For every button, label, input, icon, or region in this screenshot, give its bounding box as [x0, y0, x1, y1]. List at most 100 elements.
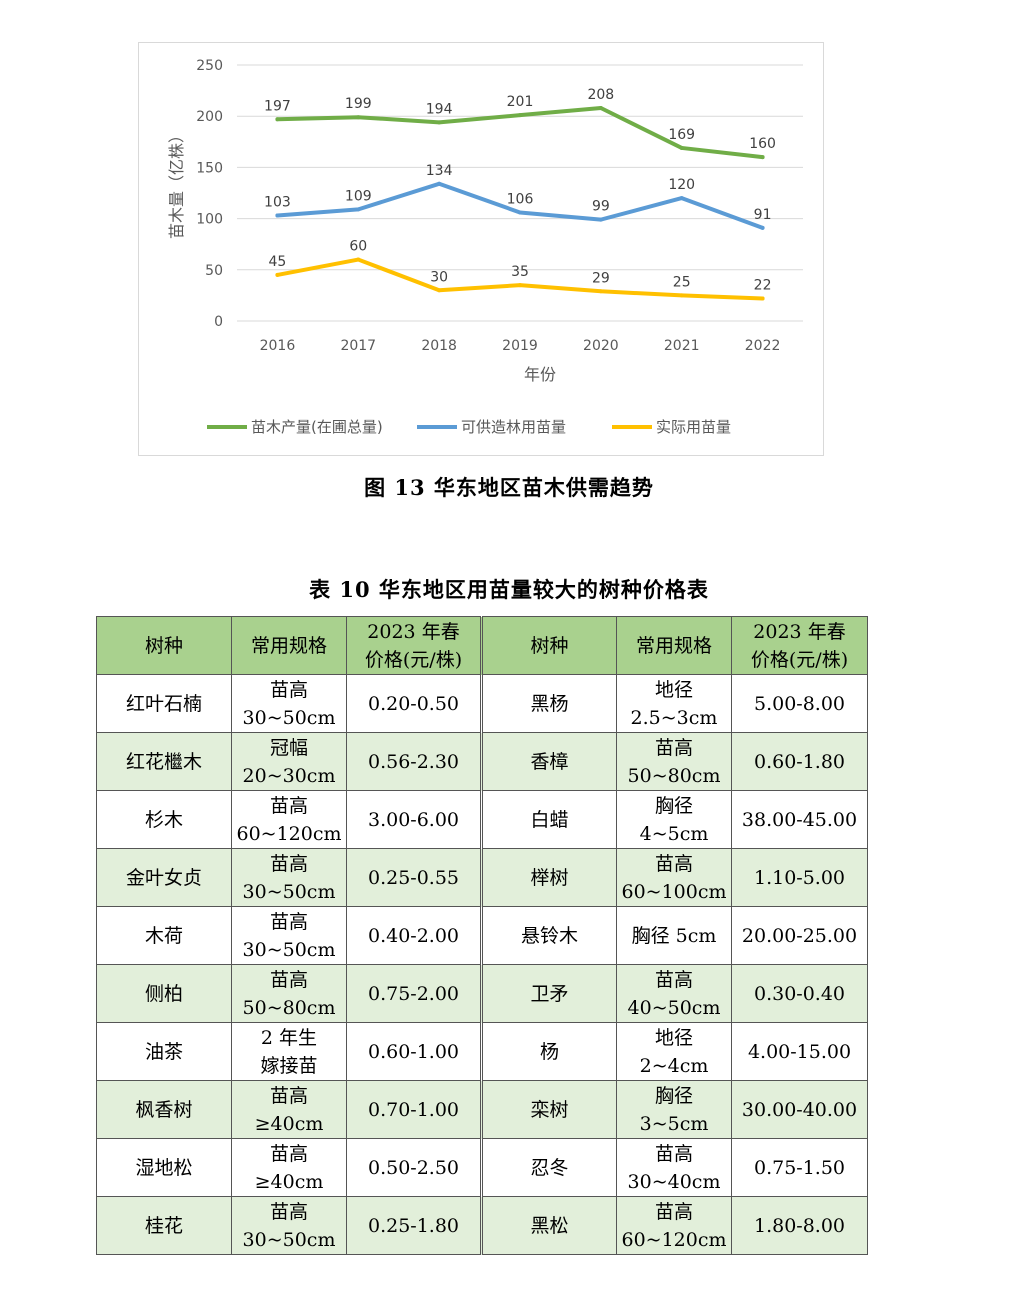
- table-cell: 5.00-8.00: [731, 674, 868, 733]
- table-cell: 1.80-8.00: [731, 1196, 868, 1255]
- table-cell: 地径 2~4cm: [616, 1022, 732, 1081]
- data-label: 120: [668, 177, 695, 193]
- table-cell: 地径 2.5~3cm: [616, 674, 732, 733]
- data-point: [275, 213, 280, 218]
- data-label: 199: [345, 96, 372, 112]
- column-header: 2023 年春 价格(元/株): [346, 616, 482, 675]
- data-point: [760, 225, 765, 230]
- table-cell: 4.00-15.00: [731, 1022, 868, 1081]
- table-cell: 苗高 30~40cm: [616, 1138, 732, 1197]
- column-header: 树种: [96, 616, 232, 675]
- data-label: 22: [754, 277, 772, 293]
- table-cell: 冠幅 20~30cm: [231, 732, 347, 791]
- data-label: 208: [587, 87, 614, 103]
- data-label: 29: [592, 270, 610, 286]
- table-cell: 湿地松: [96, 1138, 232, 1197]
- table-cell: 0.40-2.00: [346, 906, 482, 965]
- table-row: 油茶 2 年生 嫁接苗 0.60-1.00 杨地径 2~4cm 4.00-15.00: [96, 1022, 868, 1081]
- data-label: 169: [668, 127, 695, 143]
- header-row: 树种 常用规格 2023 年春 价格(元/株) 树种 常用规格 2023 年春 价格(元/株): [96, 616, 868, 675]
- y-tick-label: 100: [196, 212, 223, 228]
- data-point: [598, 106, 603, 111]
- x-tick-label: 2018: [421, 338, 457, 354]
- table-cell: 木荷: [96, 906, 232, 965]
- x-tick-label: 2016: [260, 338, 296, 354]
- table-cell: 杉木: [96, 790, 232, 849]
- data-label: 201: [507, 94, 534, 110]
- table-cell: 侧柏: [96, 964, 232, 1023]
- data-label: 91: [754, 207, 772, 223]
- table-cell: 20.00-25.00: [731, 906, 868, 965]
- data-point: [518, 283, 522, 288]
- table-cell: 苗高 60~120cm: [616, 1196, 732, 1255]
- table-cell: 0.25-1.80: [346, 1196, 482, 1255]
- table-cell: 苗高 40~50cm: [616, 964, 732, 1023]
- y-axis-title: 苗木量（亿株）: [167, 127, 186, 239]
- table-caption: 表 10 华东地区用苗量较大的树种价格表: [309, 577, 709, 602]
- table-cell: 苗高 ≥40cm: [231, 1138, 347, 1197]
- legend-label: 苗木产量(在圃总量): [251, 418, 383, 436]
- table-cell: 0.60-1.00: [346, 1022, 482, 1081]
- data-label: 35: [511, 264, 529, 280]
- table-row: 红叶石楠 苗高 30~50cm 0.20-0.50 黑杨 地径 2.5~3cm 5.00-8.…: [96, 674, 868, 733]
- column-header: 常用规格: [231, 616, 347, 675]
- table-cell: 3.00-6.00: [346, 790, 482, 849]
- table-cell: 红花檵木: [96, 732, 232, 791]
- table-cell: 0.50-2.50: [346, 1138, 482, 1197]
- table-cell: 苗高 60~120cm: [231, 790, 347, 849]
- price-table-body: 红叶石楠 苗高 30~50cm 0.20-0.50 黑杨 地径 2.5~3cm 5.00-8.…: [96, 674, 868, 1255]
- table-cell: 悬铃木: [480, 906, 617, 965]
- x-tick-label: 2019: [502, 338, 538, 354]
- table-row: 木荷 苗高 30~50cm 0.40-2.00 悬铃木 胸径 5cm 20.00-25.00: [96, 906, 868, 965]
- table-cell: 30.00-40.00: [731, 1080, 868, 1139]
- x-tick-label: 2022: [745, 338, 781, 354]
- data-point: [437, 181, 442, 186]
- line-chart: 0 50 100 150 200 250 2016 2017 2018 2019 2020 2021 2…: [167, 58, 803, 436]
- data-label: 25: [673, 274, 691, 290]
- table-cell: 忍冬: [480, 1138, 617, 1197]
- data-point: [679, 145, 684, 150]
- data-point: [356, 207, 361, 212]
- table-cell: 0.75-2.00: [346, 964, 482, 1023]
- table-cell: 0.30-0.40: [731, 964, 868, 1023]
- table-cell: 栾树: [480, 1080, 617, 1139]
- table-cell: 2 年生 嫁接苗: [231, 1022, 347, 1081]
- data-label: 45: [269, 254, 287, 270]
- table-cell: 0.20-0.50: [346, 674, 482, 733]
- table-row: 侧柏 苗高 50~80cm 0.75-2.00 卫矛 苗高 40~50cm 0.30-0.40: [96, 964, 868, 1023]
- x-tick-label: 2020: [583, 338, 619, 354]
- x-tick-label: 2021: [664, 338, 700, 354]
- table-cell: 0.75-1.50: [731, 1138, 868, 1197]
- table-cell: 苗高 ≥40cm: [231, 1080, 347, 1139]
- table-cell: 黑松: [480, 1196, 617, 1255]
- table-cell: 黑杨: [480, 674, 617, 733]
- column-header: 常用规格: [616, 616, 732, 675]
- table-row: 红花檵木 冠幅 20~30cm 0.56-2.30 香樟 苗高 50~80cm 0.60-1.…: [96, 732, 868, 791]
- data-label: 134: [426, 163, 453, 179]
- table-cell: 油茶: [96, 1022, 232, 1081]
- data-label: 99: [592, 199, 610, 215]
- table-row: 桂花 苗高 30~50cm 0.25-1.80 黑松 苗高 60~120cm 1.80-8.0…: [96, 1196, 868, 1255]
- data-point: [275, 117, 280, 122]
- table-cell: 苗高 30~50cm: [231, 674, 347, 733]
- table-cell: 红叶石楠: [96, 674, 232, 733]
- table-cell: 1.10-5.00: [731, 848, 868, 907]
- y-tick-label: 0: [214, 314, 223, 330]
- table-cell: 38.00-45.00: [731, 790, 868, 849]
- data-point: [437, 288, 442, 293]
- data-point: [760, 296, 765, 301]
- y-tick-label: 250: [196, 58, 223, 74]
- table-cell: 金叶女贞: [96, 848, 232, 907]
- data-point: [598, 217, 603, 222]
- data-point: [518, 113, 522, 118]
- table-cell: 胸径 4~5cm: [616, 790, 732, 849]
- x-axis-title: 年份: [524, 365, 556, 384]
- table-cell: 苗高 30~50cm: [231, 1196, 347, 1255]
- table-cell: 0.70-1.00: [346, 1080, 482, 1139]
- data-label: 103: [264, 195, 291, 211]
- table-cell: 杨: [480, 1022, 617, 1081]
- table-cell: 0.60-1.80: [731, 732, 868, 791]
- table-cell: 桂花: [96, 1196, 232, 1255]
- table-cell: 白蜡: [480, 790, 617, 849]
- price-table-header: 树种 常用规格 2023 年春 价格(元/株) 树种 常用规格 2023 年春 价格(元/株): [96, 616, 868, 675]
